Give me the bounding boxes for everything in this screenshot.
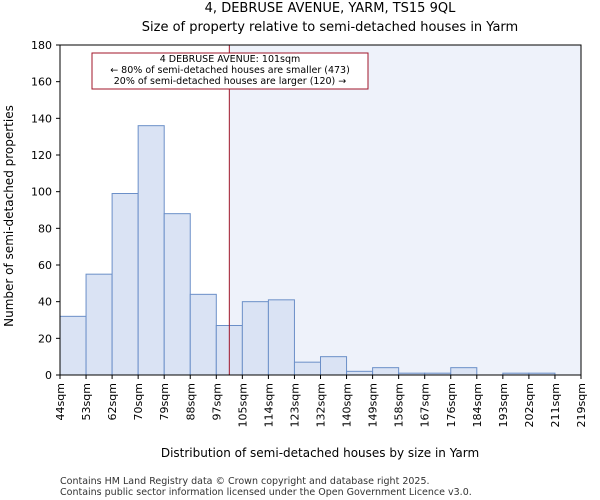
bar-44sqm	[59, 315, 87, 376]
bar-70sqm	[137, 125, 165, 376]
x-tick-label: 211sqm	[549, 383, 562, 427]
x-tick-label: 202sqm	[523, 383, 536, 427]
chart-subtitle: Size of property relative to semi-detach…	[142, 20, 518, 35]
y-tick-label: 120	[31, 149, 52, 162]
y-tick-label: 20	[38, 332, 52, 345]
bar-88sqm	[189, 293, 217, 376]
y-tick-label: 140	[31, 112, 52, 125]
x-tick-label: 140sqm	[341, 383, 354, 427]
x-tick-label: 167sqm	[419, 383, 432, 427]
bar-176sqm	[450, 367, 478, 376]
x-tick-label: 44sqm	[54, 383, 67, 420]
bar-140sqm	[346, 370, 374, 376]
y-axis-label: Number of semi-detached properties	[2, 105, 16, 327]
y-tick-label: 160	[31, 76, 52, 89]
x-tick-label: 79sqm	[158, 383, 171, 420]
x-tick-label: 53sqm	[80, 383, 93, 420]
annotation-smaller: ← 80% of semi-detached houses are smalle…	[110, 65, 350, 76]
bar-149sqm	[372, 367, 400, 376]
annotation-larger: 20% of semi-detached houses are larger (…	[114, 76, 347, 87]
x-tick-label: 176sqm	[445, 383, 458, 427]
x-tick-label: 149sqm	[367, 383, 380, 427]
x-tick-label: 105sqm	[236, 383, 249, 427]
y-tick-label: 40	[38, 296, 52, 309]
x-axis-label: Distribution of semi-detached houses by …	[161, 446, 479, 460]
x-tick-label: 123sqm	[288, 383, 301, 427]
footer-line-2: Contains public sector information licen…	[60, 487, 472, 498]
x-tick-label: 158sqm	[393, 383, 406, 427]
x-tick-label: 132sqm	[315, 383, 328, 427]
annotation-frame	[91, 52, 369, 90]
bar-79sqm	[163, 213, 191, 376]
annotation-box: 4 DEBRUSE AVENUE: 101sqm ← 80% of semi-d…	[91, 52, 369, 90]
y-tick-label: 100	[31, 186, 52, 199]
bar-123sqm	[293, 361, 322, 376]
bar-53sqm	[85, 273, 113, 376]
x-tick-label: 97sqm	[210, 383, 223, 420]
footer-line-1: Contains HM Land Registry data © Crown c…	[60, 476, 430, 487]
x-tick-label: 70sqm	[132, 383, 145, 420]
x-tick-label: 193sqm	[497, 383, 510, 427]
y-tick-label: 60	[38, 259, 52, 272]
bar-132sqm	[320, 356, 348, 376]
chart-title: 4, DEBRUSE AVENUE, YARM, TS15 9QL	[205, 1, 456, 16]
bar-62sqm	[111, 193, 139, 376]
x-tick-label: 62sqm	[106, 383, 119, 420]
x-tick-label: 184sqm	[471, 383, 484, 427]
y-tick-label: 80	[38, 222, 52, 235]
bar-114sqm	[267, 299, 295, 376]
annotation-title: 4 DEBRUSE AVENUE: 101sqm	[160, 54, 301, 65]
x-tick-label: 114sqm	[262, 383, 275, 427]
bar-105sqm	[241, 301, 269, 376]
y-tick-label: 0	[45, 369, 52, 382]
x-tick-label: 219sqm	[575, 383, 588, 427]
y-tick-label: 180	[31, 39, 52, 52]
x-tick-label: 88sqm	[184, 383, 197, 420]
